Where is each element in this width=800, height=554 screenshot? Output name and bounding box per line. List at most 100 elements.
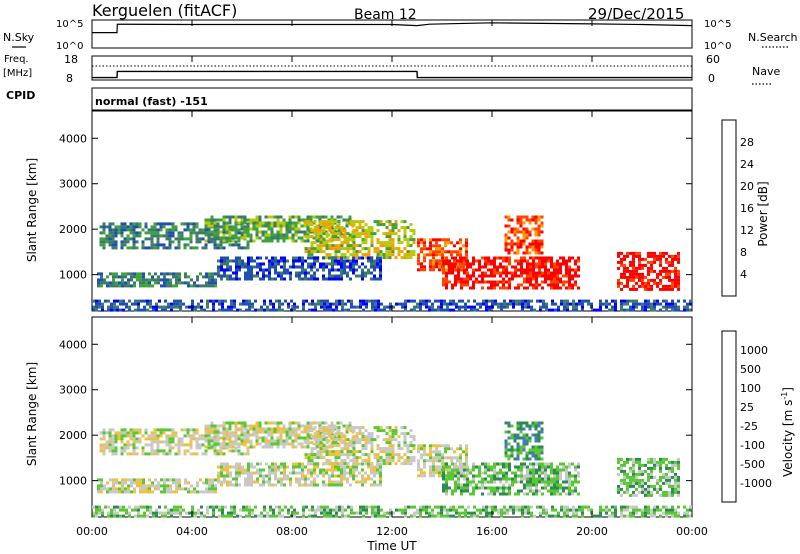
heatmap-cell — [345, 424, 349, 428]
heatmap-cell — [644, 302, 647, 306]
heatmap-cell — [156, 237, 160, 241]
heatmap-cell — [629, 466, 632, 470]
heatmap-cell — [499, 480, 502, 484]
heatmap-cell — [364, 241, 368, 245]
heatmap-cell — [352, 450, 356, 454]
heatmap-cell — [186, 434, 190, 438]
heatmap-cell — [153, 225, 157, 229]
heatmap-cell — [611, 299, 614, 303]
heatmap-cell — [120, 231, 124, 235]
heatmap-cell — [110, 514, 113, 518]
heatmap-cell — [364, 459, 368, 463]
heatmap-cell — [668, 481, 671, 485]
heatmap-cell — [519, 221, 523, 225]
heatmap-cell — [635, 281, 638, 285]
heatmap-cell — [528, 245, 532, 249]
heatmap-cell — [398, 508, 401, 512]
heatmap-cell — [330, 218, 334, 222]
heatmap-cell — [361, 220, 365, 224]
heatmap-cell — [653, 457, 656, 461]
heatmap-cell — [423, 465, 426, 469]
heatmap-cell — [230, 299, 233, 303]
heatmap-cell — [559, 277, 562, 281]
heatmap-cell — [240, 431, 244, 435]
heatmap-cell — [445, 462, 448, 466]
heatmap-cell — [204, 424, 208, 428]
heatmap-cell — [174, 228, 178, 232]
heatmap-cell — [255, 427, 259, 431]
heatmap-cell — [157, 481, 160, 485]
heatmap-cell — [502, 492, 505, 496]
heatmap-cell — [174, 237, 178, 241]
heatmap-cell — [397, 453, 401, 457]
heatmap-cell — [166, 284, 169, 288]
heatmap-cell — [334, 274, 337, 278]
heatmap-cell — [250, 271, 253, 275]
heatmap-cell — [172, 478, 175, 482]
heatmap-cell — [112, 278, 115, 282]
heatmap-cell — [653, 278, 656, 282]
heatmap-cell — [496, 486, 499, 490]
heatmap-cell — [355, 256, 359, 260]
heatmap-cell — [635, 254, 638, 258]
heatmap-cell — [528, 230, 532, 234]
heatmap-cell — [394, 429, 398, 433]
heatmap-cell — [650, 308, 653, 312]
heatmap-cell — [496, 271, 499, 275]
heatmap-cell — [334, 220, 338, 224]
heatmap-cell — [523, 486, 526, 490]
heatmap-cell — [504, 224, 508, 228]
heatmap-cell — [497, 302, 500, 306]
heatmap-cell — [371, 508, 374, 512]
heatmap-cell — [442, 468, 445, 472]
heatmap-cell — [376, 453, 380, 457]
heatmap-cell — [332, 514, 335, 518]
heatmap-cell — [472, 474, 475, 478]
heatmap-cell — [346, 465, 349, 469]
heatmap-cell — [665, 257, 668, 261]
heatmap-cell — [280, 277, 283, 281]
heatmap-cell — [674, 269, 677, 273]
heatmap-cell — [504, 430, 508, 434]
heatmap-cell — [358, 244, 362, 248]
heatmap-cell — [247, 465, 250, 469]
heatmap-cell — [298, 462, 301, 466]
heatmap-cell — [187, 490, 190, 494]
heatmap-cell — [139, 490, 142, 494]
heatmap-cell — [207, 430, 211, 434]
heatmap-cell — [129, 431, 133, 435]
heatmap-cell — [435, 265, 438, 269]
heatmap-cell — [111, 228, 115, 232]
heatmap-cell — [490, 480, 493, 484]
heatmap-cell — [432, 456, 435, 460]
heatmap-cell — [522, 439, 526, 443]
heatmap-cell — [539, 299, 542, 303]
heatmap-cell — [373, 274, 376, 278]
heatmap-cell — [574, 465, 577, 469]
heatmap-cell — [248, 514, 251, 518]
heatmap-cell — [323, 511, 326, 515]
heatmap-cell — [401, 508, 404, 512]
heatmap-cell — [212, 505, 215, 509]
heatmap-cell — [324, 215, 328, 219]
heatmap-cell — [325, 462, 329, 466]
heatmap-cell — [629, 308, 632, 312]
heatmap-cell — [210, 215, 214, 219]
heatmap-cell — [280, 256, 283, 260]
heatmap-cell — [620, 302, 623, 306]
heatmap-cell — [535, 486, 538, 490]
heatmap-cell — [183, 452, 187, 456]
heatmap-cell — [114, 434, 118, 438]
heatmap-cell — [504, 448, 508, 452]
heatmap-cell — [531, 227, 535, 231]
heatmap-cell — [183, 228, 187, 232]
heatmap-cell — [116, 505, 119, 509]
heatmap-cell — [328, 262, 331, 266]
heatmap-cell — [243, 225, 247, 229]
heatmap-cell — [326, 505, 329, 509]
heatmap-cell — [364, 441, 368, 445]
heatmap-cell — [325, 450, 329, 454]
heatmap-cell — [222, 221, 226, 225]
heatmap-cell — [349, 277, 352, 281]
heatmap-cell — [169, 478, 172, 482]
